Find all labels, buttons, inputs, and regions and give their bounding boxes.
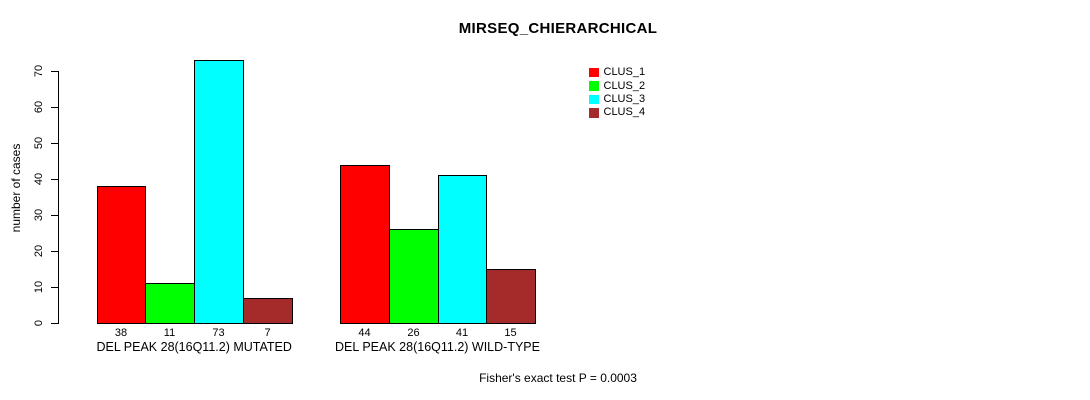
value-label-clus_1-group2: 44	[358, 327, 371, 339]
legend-label-clus_1: CLUS_1	[603, 66, 646, 79]
value-label-clus_4-group2: 15	[504, 327, 517, 339]
y-tick-50	[51, 143, 58, 144]
y-axis-label: number of cases	[9, 143, 23, 233]
bar-clus_4-group1	[243, 298, 293, 324]
legend-label-clus_3: CLUS_3	[603, 92, 646, 105]
legend-row-clus_4: CLUS_4	[589, 106, 645, 119]
group-label-1: DEL PEAK 28(16Q11.2) MUTATED	[96, 340, 292, 354]
bar-clus_3-group1	[194, 60, 244, 324]
value-label-clus_4-group1: 7	[264, 327, 271, 339]
fisher-test-annotation: Fisher's exact test P = 0.0003	[479, 371, 637, 385]
group-label-2: DEL PEAK 28(16Q11.2) WILD-TYPE	[335, 340, 540, 354]
bar-clus_1-group2	[340, 165, 390, 324]
y-tick-label-40: 40	[33, 172, 45, 186]
y-tick-label-10: 10	[33, 280, 45, 294]
y-tick-0	[51, 323, 58, 324]
y-tick-label-60: 60	[33, 100, 45, 114]
y-tick-label-70: 70	[33, 64, 45, 78]
value-label-clus_3-group2: 41	[455, 327, 469, 339]
legend-row-clus_1: CLUS_1	[589, 66, 645, 79]
bar-clus_2-group1	[145, 283, 195, 324]
value-label-clus_1-group1: 38	[114, 327, 128, 339]
y-tick-70	[51, 71, 58, 72]
legend-swatch-clus_4	[589, 108, 599, 118]
y-tick-label-0: 0	[33, 319, 45, 327]
chart-title: MIRSEQ_CHIERARCHICAL	[458, 20, 658, 37]
legend-swatch-clus_2	[589, 81, 599, 91]
legend-row-clus_3: CLUS_3	[589, 93, 645, 106]
legend-label-clus_4: CLUS_4	[603, 106, 646, 119]
y-tick-label-20: 20	[33, 244, 45, 258]
bar-clus_4-group2	[486, 269, 536, 324]
legend-swatch-clus_1	[589, 67, 599, 78]
legend-row-clus_2: CLUS_2	[589, 79, 645, 92]
bar-clus_1-group1	[97, 186, 146, 324]
value-label-clus_2-group2: 26	[407, 327, 420, 339]
legend: CLUS_1 CLUS_2 CLUS_3 CLUS_4	[589, 66, 645, 120]
y-axis-line	[58, 71, 59, 324]
bar-clus_2-group2	[389, 229, 439, 324]
value-label-clus_2-group1: 11	[163, 327, 176, 339]
bar-clus_3-group2	[438, 175, 487, 324]
y-tick-20	[51, 251, 58, 252]
y-tick-60	[51, 107, 58, 108]
y-tick-label-30: 30	[33, 208, 45, 222]
legend-swatch-clus_3	[589, 94, 599, 105]
y-tick-label-50: 50	[33, 136, 45, 150]
value-label-clus_3-group1: 73	[212, 327, 225, 339]
legend-label-clus_2: CLUS_2	[603, 79, 646, 92]
y-tick-30	[51, 215, 58, 216]
y-tick-10	[51, 287, 58, 288]
y-tick-40	[51, 179, 58, 180]
